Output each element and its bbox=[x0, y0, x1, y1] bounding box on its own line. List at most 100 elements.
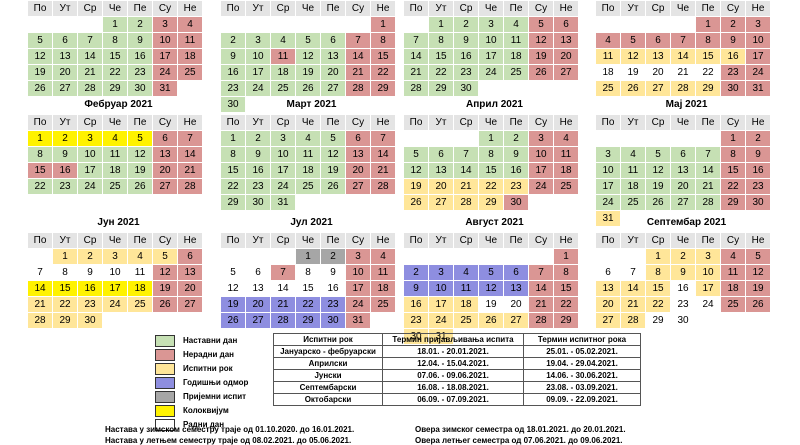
calendar-day: 10 bbox=[245, 48, 271, 65]
calendar-month: Мај 2021 По Ут Ср Че Пе Су Не 1 2 3 4 5 6 7 8 9 10 11 12 13 1… bbox=[595, 99, 778, 227]
weekday-label: Ср bbox=[453, 232, 479, 249]
calendar-day: 25 bbox=[720, 296, 746, 313]
calendar-day: 5 bbox=[27, 32, 53, 49]
weekday-label: Не bbox=[553, 114, 579, 131]
week-row: 26 27 28 29 30 31 bbox=[220, 312, 396, 329]
week-row: 29 30 31 bbox=[220, 194, 396, 211]
month-title: Јун 2021 bbox=[97, 217, 140, 228]
calendar-day: 9 bbox=[745, 146, 771, 163]
week-row: 19 20 21 22 23 24 25 bbox=[220, 296, 396, 313]
weekday-label: Не bbox=[370, 114, 396, 131]
weekday-label: Ср bbox=[77, 232, 103, 249]
weekday-label: По bbox=[220, 0, 246, 17]
week-row: 4 5 6 7 8 9 10 bbox=[595, 32, 771, 49]
calendar-day: 13 bbox=[645, 48, 671, 65]
week-row: 7 8 9 10 11 12 13 bbox=[403, 32, 579, 49]
calendar-empty-cell bbox=[720, 312, 746, 329]
week-row: 24 25 26 27 28 29 30 bbox=[595, 194, 771, 211]
calendar-day: 29 bbox=[370, 80, 396, 97]
weekday-label: По bbox=[595, 232, 621, 249]
calendar-day: 22 bbox=[102, 64, 128, 81]
weekday-label: Ср bbox=[77, 0, 103, 17]
calendar-day: 4 bbox=[620, 146, 646, 163]
week-row: 19 20 21 22 23 24 25 bbox=[27, 64, 203, 81]
calendar-day: 9 bbox=[670, 264, 696, 281]
calendar-day: 27 bbox=[52, 80, 78, 97]
calendar-day: 22 bbox=[220, 178, 246, 195]
calendar-empty-cell bbox=[428, 248, 454, 265]
weekday-header-row: По Ут Ср Че Пе Су Не bbox=[403, 232, 579, 249]
calendar-day: 7 bbox=[27, 264, 53, 281]
calendar-day: 12 bbox=[152, 264, 178, 281]
calendar-day: 23 bbox=[453, 64, 479, 81]
calendar-day: 15 bbox=[645, 280, 671, 297]
weekday-label: Ут bbox=[245, 114, 271, 131]
weekday-label: Че bbox=[670, 232, 696, 249]
calendar-day: 31 bbox=[270, 194, 296, 211]
calendar-day: 26 bbox=[220, 312, 246, 329]
weekday-label: Су bbox=[152, 114, 178, 131]
calendar-empty-cell bbox=[595, 16, 621, 33]
calendar-empty-cell bbox=[428, 130, 454, 147]
table-row: Септембарски 16.08. - 18.08.2021. 23.08.… bbox=[273, 381, 641, 394]
calendar-day: 4 bbox=[127, 248, 153, 265]
week-row: 23 24 25 26 27 28 29 bbox=[403, 312, 579, 329]
summer-verify-note: Овера летњег семестра од 07.06.2021. до … bbox=[415, 436, 623, 445]
calendar-day: 15 bbox=[553, 280, 579, 297]
calendar-empty-cell bbox=[270, 96, 296, 113]
calendar-empty-cell bbox=[670, 130, 696, 147]
calendar-day: 30 bbox=[720, 80, 746, 97]
calendar-empty-cell bbox=[503, 80, 529, 97]
weekday-label: Ут bbox=[428, 114, 454, 131]
calendar-day: 26 bbox=[152, 296, 178, 313]
calendar-day: 14 bbox=[620, 280, 646, 297]
calendar-day: 27 bbox=[670, 194, 696, 211]
calendar-empty-cell bbox=[370, 96, 396, 113]
week-row: 9 10 11 12 13 14 15 bbox=[220, 48, 396, 65]
calendar-day: 25 bbox=[177, 64, 203, 81]
week-row: 9 10 11 12 13 14 15 bbox=[403, 280, 579, 297]
calendar-day: 11 bbox=[177, 32, 203, 49]
calendar-day: 22 bbox=[370, 64, 396, 81]
weekday-header-row: По Ут Ср Че Пе Су Не bbox=[220, 114, 396, 131]
calendar-day: 2 bbox=[52, 130, 78, 147]
calendar-day: 5 bbox=[220, 264, 246, 281]
calendar-day: 11 bbox=[720, 264, 746, 281]
calendar-day: 20 bbox=[428, 178, 454, 195]
calendar-day: 23 bbox=[245, 178, 271, 195]
calendar-empty-cell bbox=[528, 194, 554, 211]
weekday-label: Су bbox=[720, 232, 746, 249]
legend-label: Колоквијум bbox=[183, 406, 229, 415]
calendar-day: 1 bbox=[52, 248, 78, 265]
calendar-day: 3 bbox=[745, 16, 771, 33]
calendar-day: 22 bbox=[27, 178, 53, 195]
calendar-day: 20 bbox=[52, 64, 78, 81]
winter-verify-note: Овера зимског семестра од 18.01.2021. до… bbox=[415, 425, 626, 434]
calendar-day: 28 bbox=[345, 80, 371, 97]
month-grid: По Ут Ср Че Пе Су Не 1 2 3 4 5 6 7 8 9 10 11 12 13 14 15 16 17 1… bbox=[403, 232, 579, 345]
weekday-label: Ут bbox=[428, 232, 454, 249]
weekday-label: Че bbox=[670, 0, 696, 17]
calendar-day: 22 bbox=[553, 296, 579, 313]
calendar-day: 2 bbox=[670, 248, 696, 265]
calendar-day: 1 bbox=[428, 16, 454, 33]
calendar-day: 18 bbox=[127, 280, 153, 297]
legend: Наставни дан Нерадни дан Испитни рок Год… bbox=[155, 334, 248, 432]
calendar-day: 29 bbox=[720, 194, 746, 211]
week-row: 8 9 10 11 12 13 14 bbox=[220, 146, 396, 163]
calendar-day: 17 bbox=[695, 280, 721, 297]
month-title: Март 2021 bbox=[286, 99, 337, 110]
calendar-day: 14 bbox=[670, 48, 696, 65]
calendar-day: 27 bbox=[553, 64, 579, 81]
calendar-day: 29 bbox=[52, 312, 78, 329]
calendar-day: 9 bbox=[453, 32, 479, 49]
calendar-day: 9 bbox=[52, 146, 78, 163]
calendar-day: 15 bbox=[102, 48, 128, 65]
calendar-day: 24 bbox=[270, 178, 296, 195]
weekday-label: Пе bbox=[320, 0, 346, 17]
weekday-label: Не bbox=[177, 0, 203, 17]
month-grid: По Ут Ср Че Пе Су Не 1 2 3 4 5 6 7 8 9 10 11 12 13 14 15 16 17 1… bbox=[595, 232, 771, 329]
calendar-day: 15 bbox=[370, 48, 396, 65]
calendar-empty-cell bbox=[695, 130, 721, 147]
